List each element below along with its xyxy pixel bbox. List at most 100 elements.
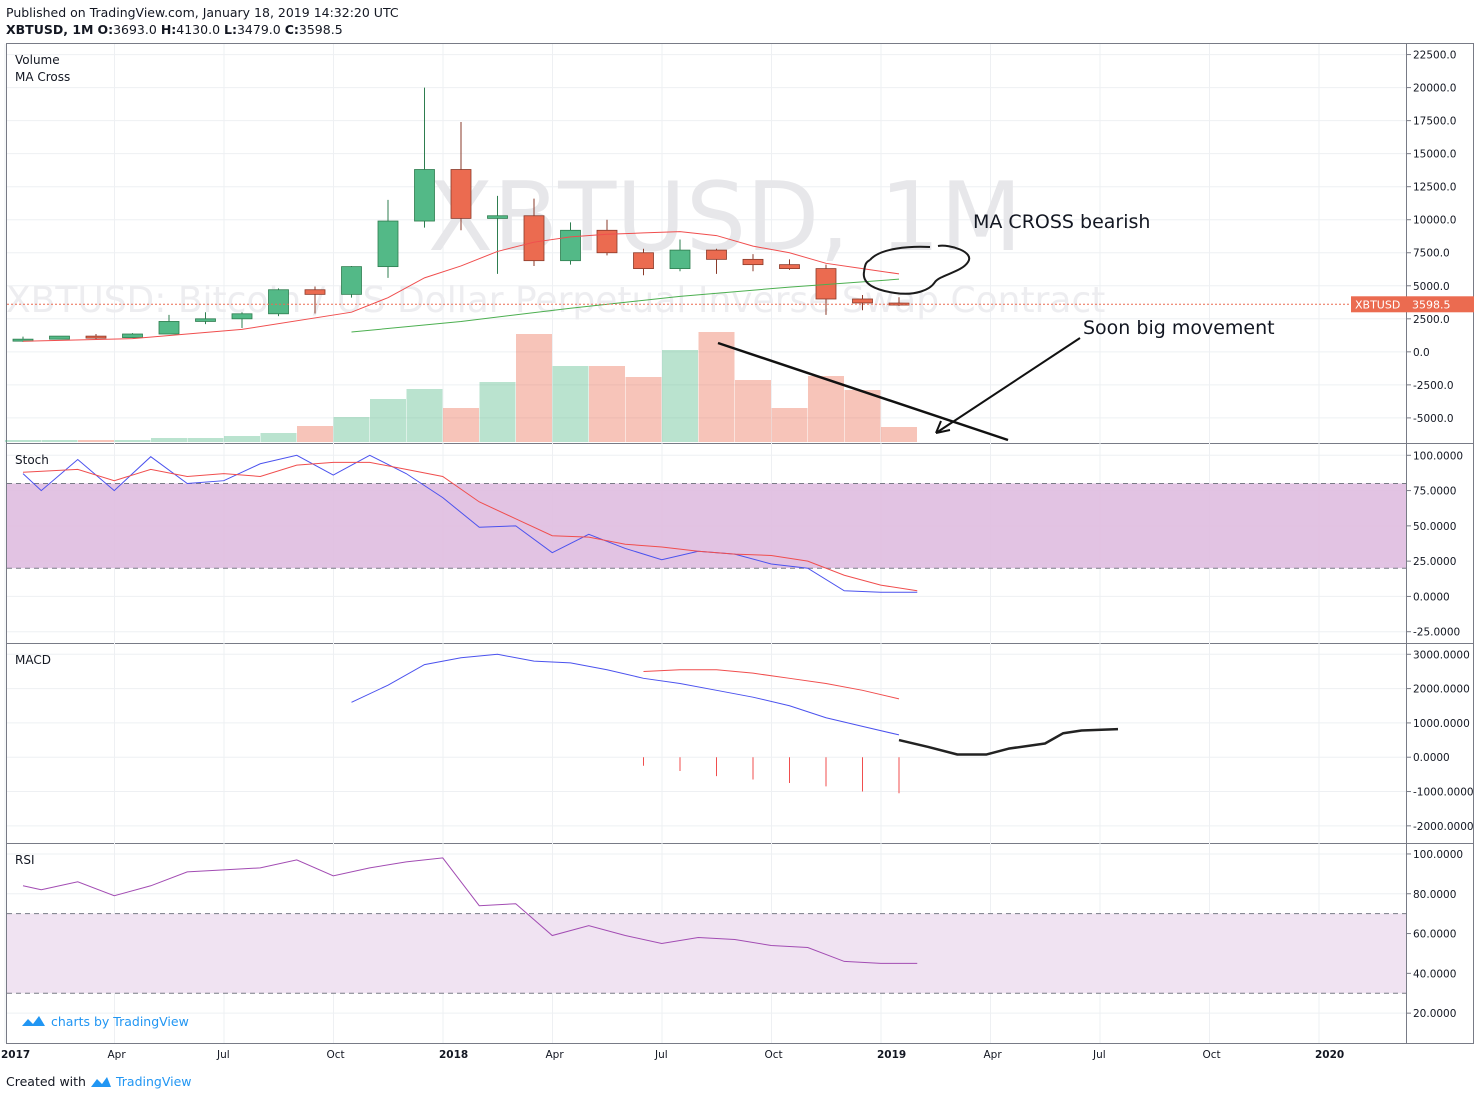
x-tick-label: 2018 (439, 1049, 468, 1061)
candle-body (195, 318, 216, 322)
y-tick-label: -1000.0000 (1413, 787, 1474, 799)
rsi-band (7, 913, 1406, 994)
y-tick-label: 60.0000 (1413, 929, 1456, 941)
macd-line (351, 653, 900, 736)
candle-body (341, 266, 362, 295)
candle-body (122, 333, 143, 338)
pane-label-rsi: RSI (15, 853, 35, 867)
candle-body (633, 252, 654, 270)
volume-bar (151, 438, 187, 442)
volume-bar (771, 408, 808, 442)
volume-bar (662, 350, 698, 442)
x-tick-label: 2017 (1, 1049, 30, 1061)
charts-by-label: charts by TradingView (51, 1014, 189, 1029)
x-tick-label: Jul (216, 1049, 230, 1061)
y-tick-label: 5000.0 (1413, 281, 1450, 293)
volume-bar (260, 433, 297, 442)
footer: Created with TradingView (6, 1074, 192, 1089)
candle-body (779, 264, 800, 270)
high-label: H: (160, 22, 177, 37)
candle-body (414, 169, 435, 222)
y-tick-label: 0.0000 (1413, 591, 1450, 603)
macd-projection-drawing (898, 727, 1119, 756)
candle-body (304, 289, 326, 295)
annotation-ma-cross: MA CROSS bearish (973, 211, 1150, 233)
close-value: 3598.5 (298, 22, 343, 37)
pane-label-ma-cross: MA Cross (15, 70, 70, 84)
volume-bar (443, 408, 479, 442)
volume-bar (808, 376, 844, 442)
volume-bar (333, 417, 370, 442)
y-tick-label: -2000.0000 (1413, 821, 1474, 833)
candle-body (487, 215, 508, 219)
stoch-d-line (22, 461, 918, 592)
y-tick-label: 12500.0 (1413, 182, 1456, 194)
volume-bar (5, 440, 41, 442)
y-tick-label: 0.0000 (1413, 752, 1450, 764)
high-value: 4130.0 (176, 22, 221, 37)
footer-brand-link[interactable]: TradingView (115, 1074, 192, 1089)
candle-body (158, 321, 180, 335)
stoch-band (7, 483, 1406, 569)
open-value: 3693.0 (113, 22, 157, 37)
y-tick-label: 15000.0 (1413, 149, 1456, 161)
candle-body (268, 289, 289, 315)
volume-bar (844, 390, 881, 442)
y-tick-label: 2000.0000 (1413, 684, 1470, 696)
y-tick-label: 17500.0 (1413, 116, 1456, 128)
tradingview-cloud-icon (22, 1016, 45, 1026)
x-tick-label: Oct (327, 1049, 345, 1061)
volume-bar (625, 377, 662, 442)
symbol-name: XBTUSD, 1M (6, 22, 94, 37)
volume-bar (479, 382, 516, 442)
x-tick-label: Oct (765, 1049, 783, 1061)
candle-body (49, 335, 70, 340)
y-tick-label: 20.0000 (1413, 1008, 1456, 1020)
candle-body (231, 313, 253, 320)
macd-signal-line (643, 669, 900, 700)
published-note: Published on TradingView.com, January 18… (6, 5, 399, 20)
y-tick-label: 100.0000 (1413, 849, 1463, 861)
pane-label-stoch: Stoch (15, 453, 49, 467)
y-tick-label: 22500.0 (1413, 50, 1456, 62)
watermark-sub: XBTUSD: Bitcoin / US Dollar Perpetual In… (6, 280, 1105, 321)
volume-bar (187, 438, 224, 442)
candle-body (523, 215, 545, 262)
candle-body (450, 169, 472, 219)
y-tick-label: 100.0000 (1413, 450, 1463, 462)
annotation-soon: Soon big movement (1083, 317, 1275, 339)
x-tick-label: 2019 (877, 1049, 906, 1061)
candle-body (669, 249, 691, 270)
candle-body (852, 298, 873, 304)
x-tick-label: Oct (1203, 1049, 1221, 1061)
volume-bar (114, 440, 151, 442)
chart-frame (6, 43, 1474, 1044)
price-tag (1351, 296, 1474, 313)
low-label: L: (224, 22, 237, 37)
x-tick-label: 2020 (1315, 1049, 1344, 1061)
volume-bar (78, 440, 114, 442)
y-tick-label: 20000.0 (1413, 83, 1456, 95)
y-tick-label: -5000.0 (1413, 413, 1454, 425)
arrowhead (935, 420, 951, 434)
candle-body (377, 220, 399, 268)
y-tick-label: 10000.0 (1413, 215, 1456, 227)
x-tick-label: Apr (108, 1049, 127, 1061)
volume-bars (5, 332, 917, 442)
pane-label-macd: MACD (15, 653, 51, 667)
low-value: 3479.0 (236, 22, 281, 37)
volume-bar (589, 366, 625, 442)
volume-bar (735, 380, 771, 442)
open-label: O: (97, 22, 114, 37)
volume-bar (881, 427, 917, 442)
y-tick-label: 25.0000 (1413, 556, 1456, 568)
volume-bar (370, 399, 406, 442)
volume-bar (516, 334, 552, 442)
tradingview-branding[interactable]: charts by TradingView (22, 1014, 189, 1029)
downtrend-line (717, 341, 1009, 442)
candle-body (742, 258, 764, 266)
volume-bar (552, 366, 589, 442)
y-tick-label: 50.0000 (1413, 521, 1456, 533)
rsi-line (22, 857, 918, 964)
